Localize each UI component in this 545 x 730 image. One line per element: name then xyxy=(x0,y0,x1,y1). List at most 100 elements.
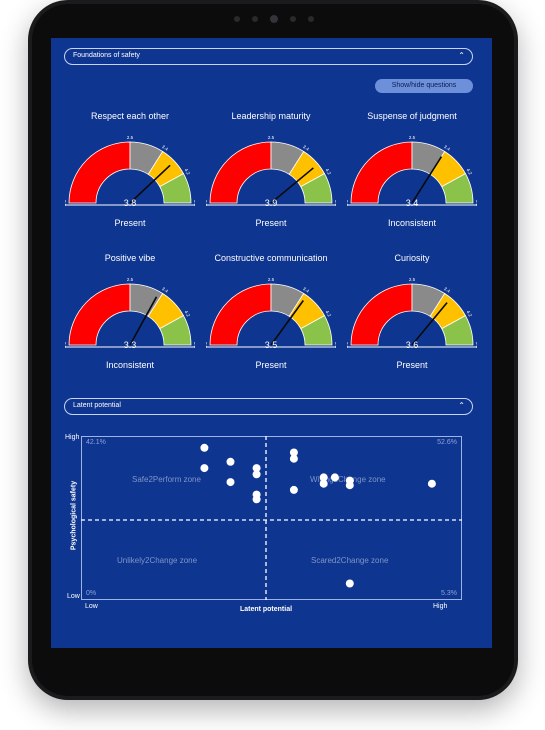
gauge-tick-label: 4.2 xyxy=(184,168,192,176)
gauge-tick-label: 4.2 xyxy=(325,310,333,318)
gauge-value: 3.5 xyxy=(265,340,278,349)
gauge-needle xyxy=(129,296,158,346)
gauge-status: Present xyxy=(255,360,287,370)
gauge-segment xyxy=(68,283,131,346)
gauge-status: Present xyxy=(255,218,287,228)
scatter-point xyxy=(330,473,339,482)
show-hide-questions-button[interactable]: Show/hide questions xyxy=(375,79,473,93)
scatter-point xyxy=(289,448,298,457)
gauge-tick-label: 2.5 xyxy=(409,277,416,282)
gauge-tick-label: 3.4 xyxy=(302,286,310,294)
gauge-tick-label: 3.4 xyxy=(302,144,310,152)
gauge-tick-label: 3.4 xyxy=(161,144,169,152)
pct-bottom-right: 5.3% xyxy=(441,590,457,597)
scatter-point xyxy=(226,478,235,487)
latent-section-header[interactable]: Latent potential ⌃ xyxy=(64,398,473,415)
dashboard-screen: Foundations of safety ⌃ Show/hide questi… xyxy=(51,38,492,648)
gauge-tick-label: 0.0 xyxy=(347,341,349,348)
gauge-meter: 0.0 2.5 3.4 4.2 5.0 3.5 xyxy=(206,277,336,349)
gauge-title: Suspense of judgment xyxy=(367,111,457,121)
gauge-segment xyxy=(300,315,333,346)
gauge-title: Positive vibe xyxy=(104,253,156,263)
scatter-point xyxy=(252,470,261,479)
scatter-points xyxy=(200,443,436,588)
gauge-card: Respect each other 0.0 2.5 3.4 4.2 5.0 3.8 Pres… xyxy=(65,111,195,241)
scatter-point xyxy=(252,495,261,504)
gauge-segment xyxy=(209,141,272,204)
gauge-tick-label: 3.4 xyxy=(161,286,169,294)
gauge-tick-label: 4.2 xyxy=(466,168,474,176)
gauge-segment xyxy=(441,173,474,204)
gauge-tick-label: 2.5 xyxy=(127,277,134,282)
gauge-tick-label: 4.2 xyxy=(184,310,192,318)
gauge-tick-label: 0.0 xyxy=(206,199,208,206)
scatter-point xyxy=(252,464,261,473)
y-low-label: Low xyxy=(67,593,80,600)
x-high-label: High xyxy=(433,603,448,610)
gauge-segment xyxy=(350,141,413,204)
gauge-meter: 0.0 2.5 3.4 4.2 5.0 3.8 xyxy=(65,135,195,207)
gauge-tick-label: 0.0 xyxy=(347,199,349,206)
gauge-segment xyxy=(68,141,131,204)
chevron-up-icon[interactable]: ⌃ xyxy=(458,51,465,60)
pct-top-left: 42.1% xyxy=(86,439,106,446)
gauge-tick-label: 2.5 xyxy=(268,135,275,140)
gauge-tick-label: 5.0 xyxy=(475,342,477,349)
pct-bottom-left: 0% xyxy=(86,590,97,597)
gauge-title: Leadership maturity xyxy=(231,111,311,121)
sensor-dot xyxy=(234,16,240,22)
gauge-card: Leadership maturity 0.0 2.5 3.4 4.2 5.0 3.9 Pre… xyxy=(206,111,336,241)
gauge-meter: 0.0 2.5 3.4 4.2 5.0 3.9 xyxy=(206,135,336,207)
gauge-status: Present xyxy=(114,218,146,228)
gauge-tick-label: 4.2 xyxy=(325,168,333,176)
gauge-value: 3.8 xyxy=(124,198,137,207)
latent-potential-scatter: 42.1% 52.6% 0% 5.3% Safe2Perform zone Wi… xyxy=(81,436,462,600)
gauge-card: Positive vibe 0.0 2.5 3.4 4.2 5.0 3.3 Inconsist… xyxy=(65,253,195,383)
gauge-needle xyxy=(411,156,443,204)
y-axis-title: Psychological safety xyxy=(70,480,78,551)
gauge-card: Constructive communication 0.0 2.5 3.4 4.2 5.… xyxy=(206,253,336,383)
gauge-title: Constructive communication xyxy=(214,253,328,263)
gauge-tick-label: 3.4 xyxy=(443,286,451,294)
scatter-point xyxy=(345,579,354,588)
sensor-dot xyxy=(290,16,296,22)
chevron-up-icon[interactable]: ⌃ xyxy=(458,401,465,410)
gauge-tick-label: 5.0 xyxy=(193,342,195,349)
gauge-status: Inconsistent xyxy=(387,218,437,228)
pct-top-right: 52.6% xyxy=(437,439,457,446)
gauge-value: 3.9 xyxy=(265,198,278,207)
gauge-status: Present xyxy=(396,360,428,370)
zone-unlikely2change: Unlikely2Change zone xyxy=(117,556,198,565)
scatter-point xyxy=(319,479,328,488)
y-high-label: High xyxy=(65,434,80,441)
x-axis-title: Latent potential xyxy=(239,606,293,613)
gauge-segment xyxy=(350,283,413,346)
gauge-tick-label: 5.0 xyxy=(475,200,477,207)
scatter-point xyxy=(226,457,235,466)
sensor-dot xyxy=(252,16,258,22)
gauge-tick-label: 4.2 xyxy=(466,310,474,318)
scatter-point xyxy=(200,443,209,452)
gauge-needle xyxy=(270,167,314,204)
gauge-tick-label: 5.0 xyxy=(193,200,195,207)
scatter-point xyxy=(200,464,209,473)
gauge-tick-label: 0.0 xyxy=(65,199,67,206)
gauge-needle xyxy=(129,164,171,204)
gauge-meter: 0.0 2.5 3.4 4.2 5.0 3.4 xyxy=(347,135,477,207)
foundations-section-header[interactable]: Foundations of safety ⌃ xyxy=(64,48,473,65)
gauge-segment xyxy=(300,173,333,204)
gauge-tick-label: 5.0 xyxy=(334,200,336,207)
gauge-tick-label: 2.5 xyxy=(127,135,134,140)
scatter-point xyxy=(289,485,298,494)
gauge-segment xyxy=(209,283,272,346)
scatter-point xyxy=(345,481,354,490)
gauge-tick-label: 0.0 xyxy=(65,341,67,348)
gauge-tick-label: 5.0 xyxy=(334,342,336,349)
latent-section-title: Latent potential xyxy=(73,402,121,409)
gauge-segment xyxy=(159,173,192,204)
gauge-status: Inconsistent xyxy=(105,360,155,370)
gauge-value: 3.4 xyxy=(406,198,419,207)
camera-icon xyxy=(270,15,278,23)
gauge-card: Suspense of judgment 0.0 2.5 3.4 4.2 5.0 3.4 In… xyxy=(347,111,477,241)
gauge-tick-label: 2.5 xyxy=(268,277,275,282)
